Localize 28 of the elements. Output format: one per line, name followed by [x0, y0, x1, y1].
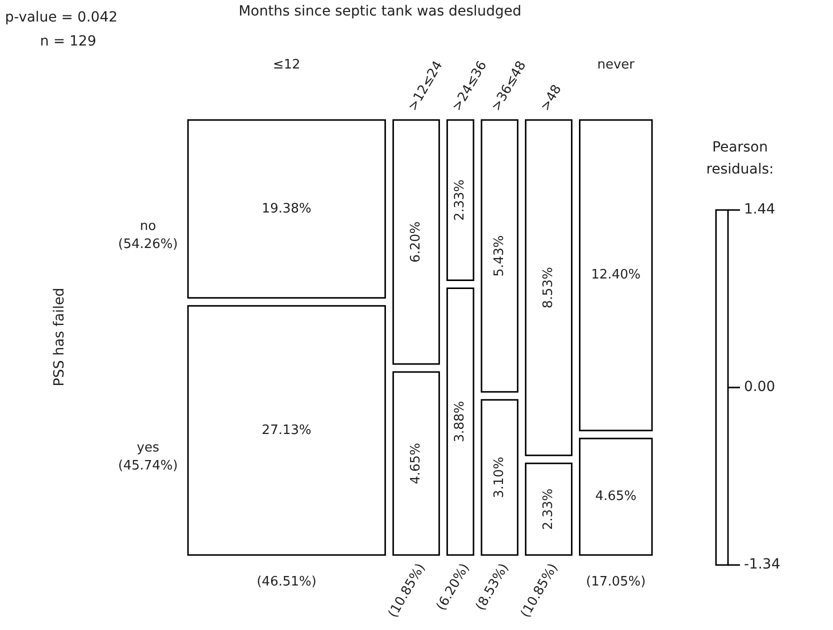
- data-label: 5.43%: [492, 235, 507, 277]
- data-label: 2.33%: [541, 488, 556, 530]
- text: -1.34: [744, 556, 780, 573]
- data-label: 8.53%: [541, 267, 556, 308]
- text: n = 129: [40, 34, 96, 50]
- data-label: 3.88%: [452, 400, 468, 442]
- text: (54.26%): [118, 237, 178, 252]
- data-label: 2.33%: [452, 179, 468, 221]
- data-label: 4.65%: [595, 489, 637, 504]
- text: (46.51%): [256, 574, 316, 590]
- color-bar-title: Pearson residuals:: [706, 140, 774, 178]
- text: no: [140, 219, 156, 234]
- text: (17.05%): [586, 574, 646, 590]
- data-label: 4.65%: [408, 442, 424, 484]
- text: PSS has failed: [52, 288, 68, 386]
- category-label: ≤12: [272, 57, 300, 72]
- data-label: 3.10%: [492, 456, 507, 498]
- text: p-value = 0.042: [5, 10, 118, 26]
- text: yes: [136, 440, 160, 456]
- text: 1.44: [744, 202, 776, 218]
- data-label: 19.38%: [262, 201, 312, 216]
- data-label: 27.13%: [262, 422, 312, 438]
- text: Months since septic tank was desludged: [238, 4, 522, 20]
- data-label: 6.20%: [408, 221, 424, 263]
- text: 0.00: [744, 379, 776, 396]
- category-label: never: [597, 57, 636, 72]
- data-label: 12.40%: [591, 268, 641, 283]
- text: (45.74%): [118, 458, 178, 474]
